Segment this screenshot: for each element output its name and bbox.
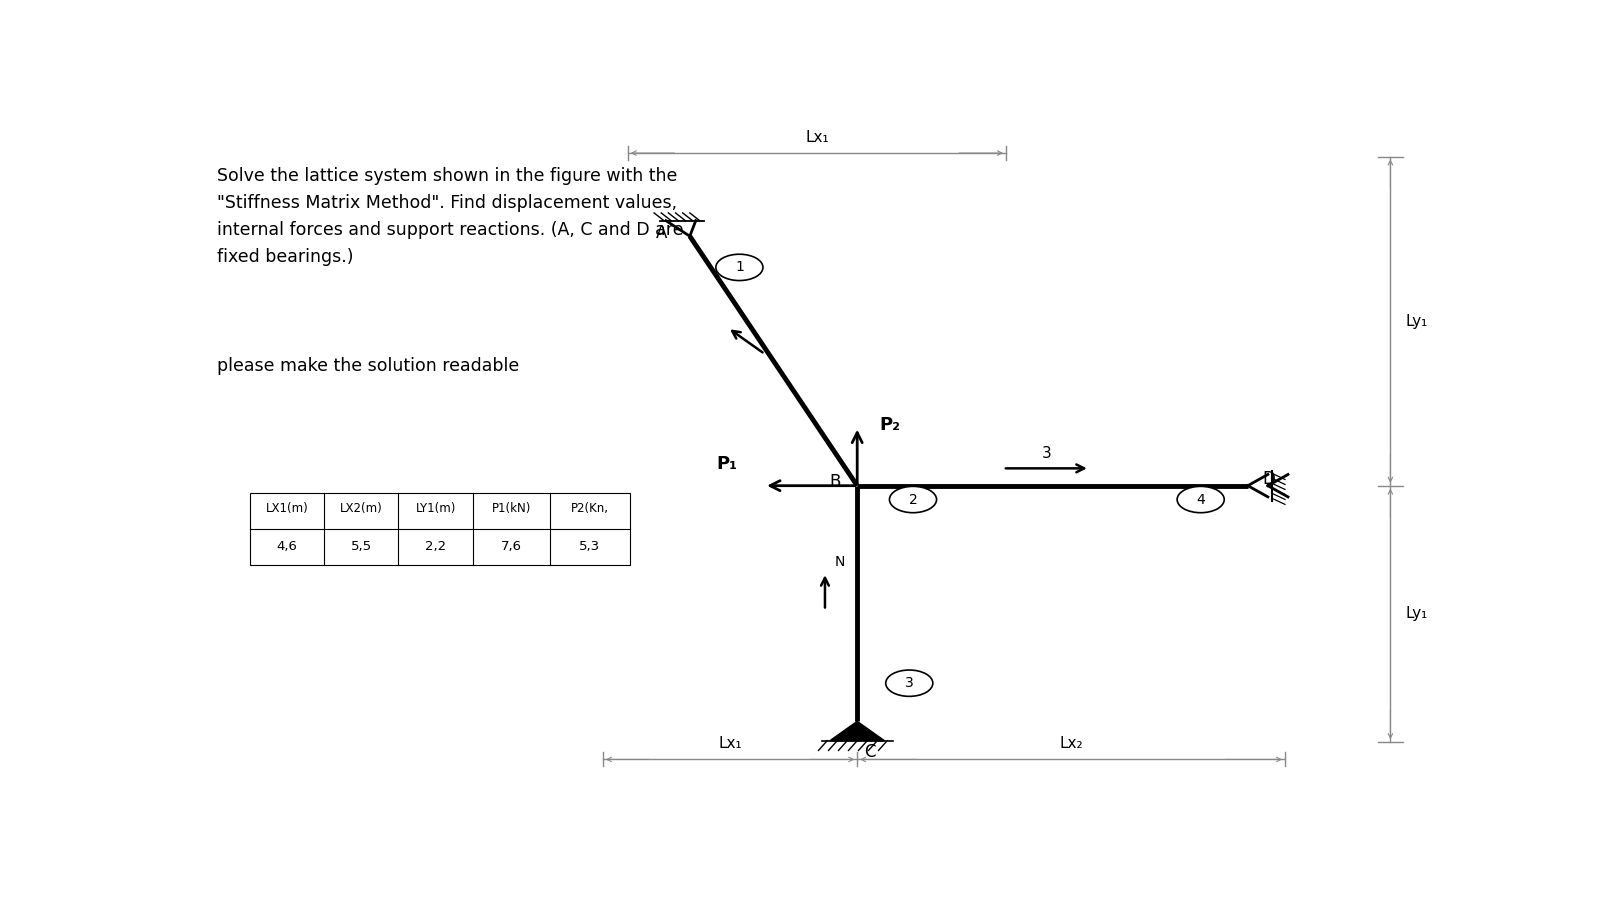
Text: LY1(m): LY1(m) bbox=[416, 502, 456, 516]
Text: LX1(m): LX1(m) bbox=[266, 502, 309, 516]
Text: Ly₁: Ly₁ bbox=[1405, 313, 1427, 328]
Text: 1: 1 bbox=[734, 260, 744, 274]
Text: Ly₁: Ly₁ bbox=[1405, 607, 1427, 621]
Text: 2,2: 2,2 bbox=[426, 540, 446, 554]
Text: please make the solution readable: please make the solution readable bbox=[218, 357, 520, 375]
Text: B: B bbox=[830, 473, 842, 491]
Bar bbox=[250, 492, 630, 564]
Text: 3: 3 bbox=[906, 676, 914, 690]
Text: LX2(m): LX2(m) bbox=[339, 502, 382, 516]
Text: P₂: P₂ bbox=[880, 416, 901, 434]
Circle shape bbox=[886, 670, 933, 697]
Text: Solve the lattice system shown in the figure with the
"Stiffness Matrix Method".: Solve the lattice system shown in the fi… bbox=[218, 166, 683, 266]
Circle shape bbox=[1178, 486, 1224, 513]
Text: P1(kN): P1(kN) bbox=[491, 502, 531, 516]
Circle shape bbox=[890, 486, 936, 513]
Polygon shape bbox=[830, 721, 885, 741]
Text: N: N bbox=[835, 554, 845, 569]
Text: 5,3: 5,3 bbox=[579, 540, 600, 554]
Text: Lx₁: Lx₁ bbox=[805, 130, 829, 145]
Text: Lx₂: Lx₂ bbox=[1059, 736, 1083, 752]
Text: P2(Kn,: P2(Kn, bbox=[571, 502, 610, 516]
Text: 2: 2 bbox=[909, 492, 917, 507]
Text: 3: 3 bbox=[1042, 446, 1051, 462]
Text: A: A bbox=[656, 224, 667, 242]
Text: D: D bbox=[1262, 470, 1275, 488]
Circle shape bbox=[715, 254, 763, 281]
Text: 4: 4 bbox=[1197, 492, 1205, 507]
Text: C: C bbox=[864, 743, 875, 761]
Text: P₁: P₁ bbox=[717, 455, 738, 473]
Text: 4,6: 4,6 bbox=[277, 540, 298, 554]
Text: 5,5: 5,5 bbox=[350, 540, 371, 554]
Text: 7,6: 7,6 bbox=[501, 540, 522, 554]
Text: Lx₁: Lx₁ bbox=[718, 736, 742, 752]
